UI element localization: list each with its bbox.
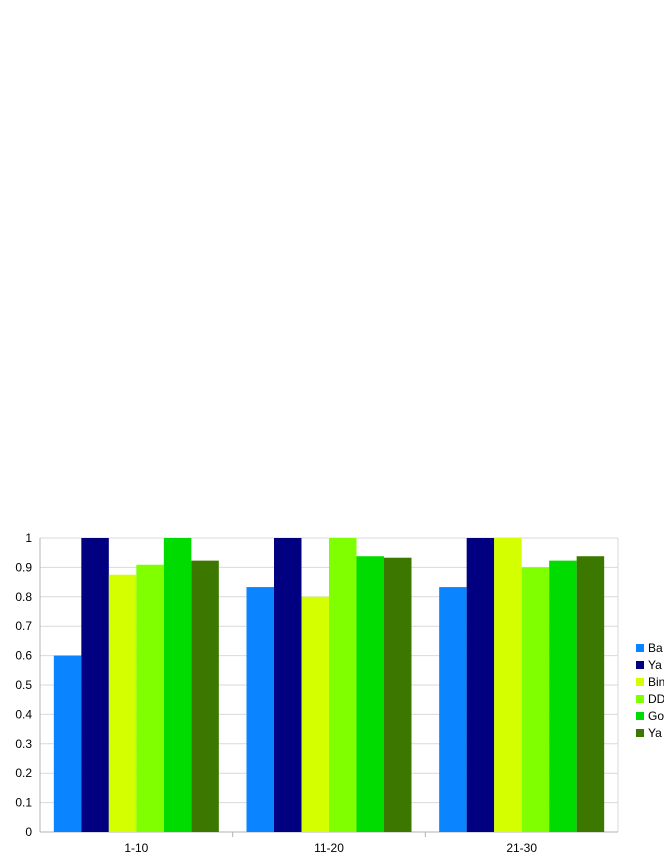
- y-tick-label: 0: [25, 825, 32, 839]
- bar: [246, 587, 274, 832]
- bar: [549, 560, 577, 832]
- bar: [301, 596, 329, 832]
- legend-label: DD: [648, 692, 664, 706]
- y-tick-label: 0.2: [15, 766, 32, 780]
- legend: Ba Ya Bin DD Go Ya: [636, 641, 664, 740]
- legend-swatch: [636, 729, 644, 737]
- legend-label: Go: [648, 709, 664, 723]
- legend-swatch: [636, 712, 644, 720]
- legend-swatch: [636, 661, 644, 669]
- bars: [53, 538, 605, 832]
- bar: [384, 557, 412, 832]
- bar: [53, 655, 82, 832]
- legend-label: Ya: [648, 726, 662, 740]
- y-tick-label: 0.1: [15, 796, 32, 810]
- x-tick-label: 11-20: [314, 841, 344, 855]
- bar: [494, 538, 522, 832]
- y-tick-label: 0.4: [15, 707, 32, 721]
- bar: [576, 556, 605, 832]
- y-tick-label: 0.5: [15, 678, 32, 692]
- bar: [329, 538, 357, 832]
- y-tick-label: 0.8: [15, 590, 32, 604]
- bar: [521, 567, 550, 832]
- legend-swatch: [636, 695, 644, 703]
- y-tick-label: 0.6: [15, 649, 32, 663]
- bar: [439, 587, 467, 832]
- bar: [356, 556, 384, 832]
- legend-label: Bin: [648, 675, 664, 689]
- bar: [108, 574, 137, 832]
- bar: [274, 538, 302, 832]
- y-tick-label: 0.9: [15, 560, 32, 574]
- x-tick-label: 1-10: [124, 841, 148, 855]
- x-tick-label: 21-30: [506, 841, 537, 855]
- bar: [466, 538, 495, 832]
- legend-swatch: [636, 644, 644, 652]
- bar: [163, 538, 192, 832]
- y-tick-label: 0.3: [15, 737, 32, 751]
- legend-label: Ba: [648, 641, 663, 655]
- bar: [191, 560, 219, 832]
- bar: [136, 564, 164, 832]
- y-tick-label: 1: [25, 531, 32, 545]
- legend-label: Ya: [648, 658, 662, 672]
- legend-swatch: [636, 678, 644, 686]
- bar: [81, 538, 109, 832]
- y-tick-label: 0.7: [15, 619, 32, 633]
